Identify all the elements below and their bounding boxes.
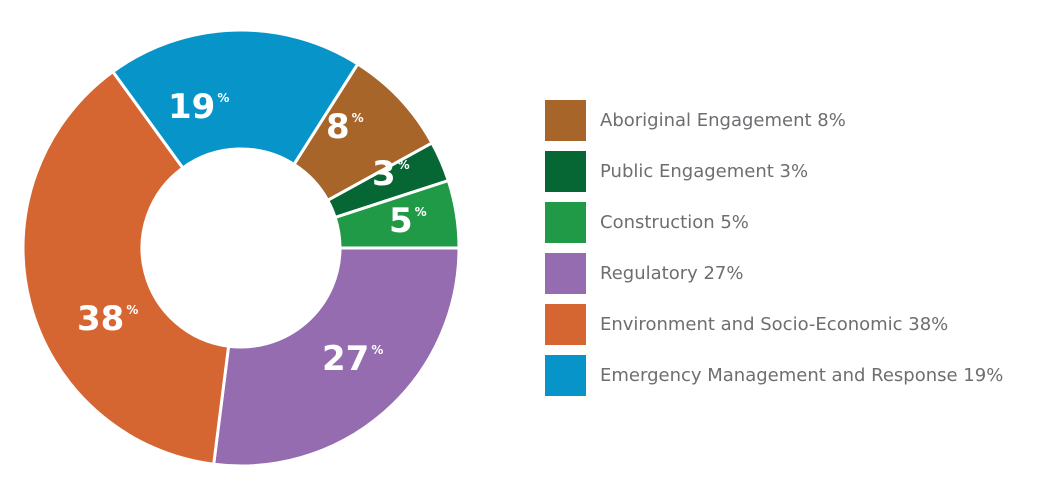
- legend-label: Public Engagement 3%: [600, 161, 809, 182]
- slice-label-aboriginal: 8%: [326, 107, 364, 147]
- donut-slices: [21, 28, 461, 468]
- donut-slice-construction: [333, 178, 461, 250]
- donut-slice-environment-and-socio-economic: [21, 69, 231, 466]
- slice-label-emergency: 19%: [168, 87, 229, 127]
- legend-item-environment: Environment and Socio-Economic 38%: [545, 304, 1003, 345]
- legend-item-public: Public Engagement 3%: [545, 151, 1003, 192]
- legend-swatch: [545, 304, 586, 345]
- slice-label-environment: 38%: [77, 299, 138, 339]
- slice-labels: 27% 38% 19% 8% 3% 5%: [77, 87, 427, 379]
- legend-swatch: [545, 202, 586, 243]
- legend-swatch: [545, 100, 586, 141]
- legend-item-regulatory: Regulatory 27%: [545, 253, 1003, 294]
- donut-chart: 27% 38% 19% 8% 3% 5%: [21, 28, 461, 468]
- legend-item-emergency: Emergency Management and Response 19%: [545, 355, 1003, 396]
- slice-label-public: 3%: [372, 154, 410, 194]
- legend-label: Construction 5%: [600, 212, 749, 233]
- chart-legend: Aboriginal Engagement 8% Public Engageme…: [545, 100, 1003, 406]
- legend-label: Emergency Management and Response 19%: [600, 365, 1004, 386]
- legend-item-aboriginal: Aboriginal Engagement 8%: [545, 100, 1003, 141]
- slice-label-construction: 5%: [389, 201, 427, 241]
- legend-swatch: [545, 151, 586, 192]
- slice-label-regulatory: 27%: [322, 339, 383, 379]
- legend-label: Aboriginal Engagement 8%: [600, 110, 846, 131]
- legend-item-construction: Construction 5%: [545, 202, 1003, 243]
- legend-swatch: [545, 355, 586, 396]
- legend-label: Regulatory 27%: [600, 263, 744, 284]
- legend-label: Environment and Socio-Economic 38%: [600, 314, 949, 335]
- legend-swatch: [545, 253, 586, 294]
- donut-slice-regulatory: [212, 246, 461, 468]
- donut-slice-emergency-management-and-response: [110, 28, 360, 171]
